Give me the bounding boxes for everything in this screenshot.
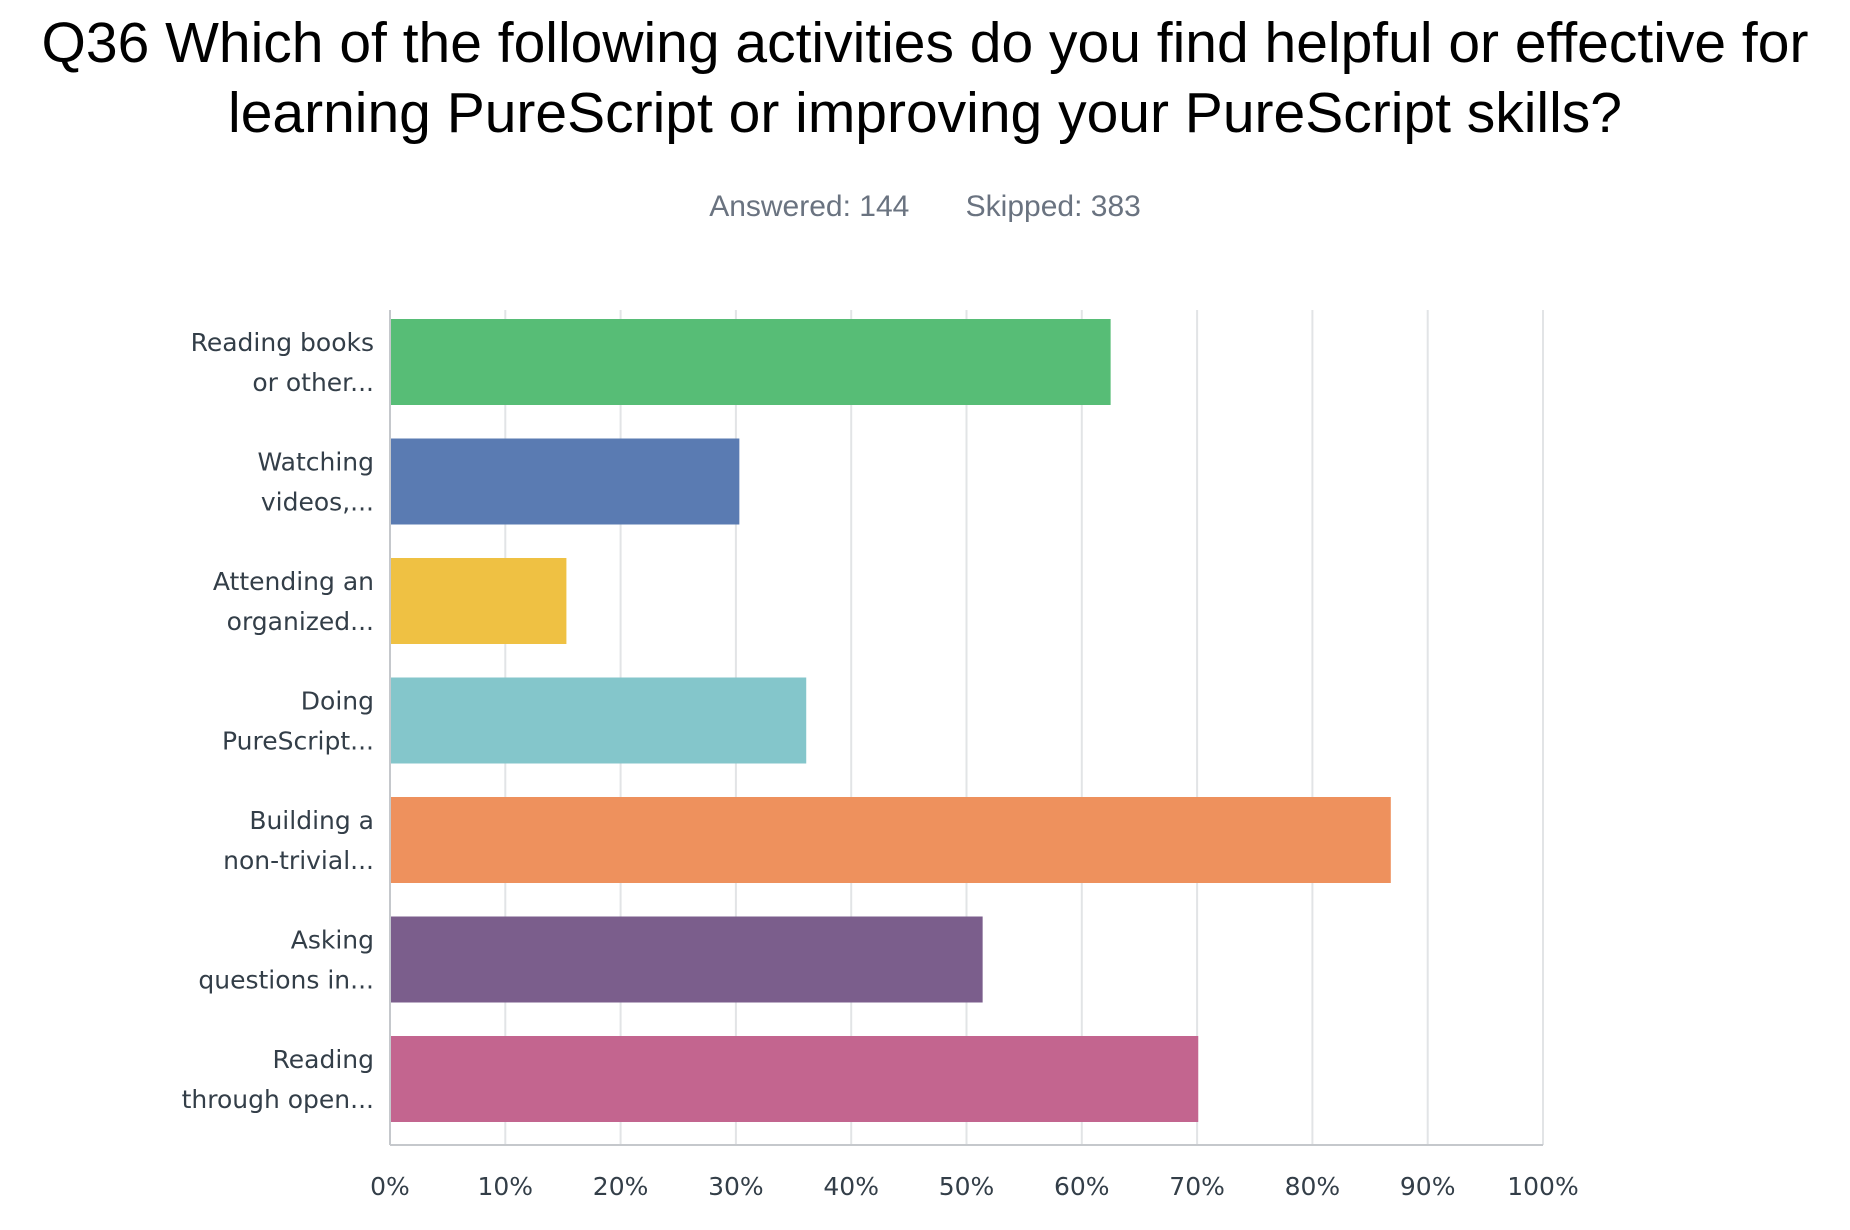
chart-title: Q36 Which of the following activities do… xyxy=(0,8,1850,148)
bar-4[interactable] xyxy=(391,677,807,764)
category-label-6: Asking questions in... xyxy=(198,926,374,995)
skipped-count: Skipped: 383 xyxy=(965,190,1141,223)
x-tick-label: 30% xyxy=(708,1172,764,1201)
x-tick-label: 50% xyxy=(939,1172,995,1201)
x-tick-label: 80% xyxy=(1285,1172,1341,1201)
category-label-2: Watching videos,... xyxy=(258,448,375,517)
category-label-7: Reading through open... xyxy=(182,1045,374,1114)
category-label-3: Attending an organized... xyxy=(213,567,374,636)
x-tick-label: 60% xyxy=(1054,1172,1110,1201)
chart-title-line-1: Q36 Which of the following activities do… xyxy=(41,11,1809,75)
category-label-5: Building a non-trivial... xyxy=(223,806,374,875)
x-tick-label: 70% xyxy=(1169,1172,1225,1201)
bar-1[interactable] xyxy=(391,319,1111,405)
response-stats: Answered: 144 Skipped: 383 xyxy=(0,190,1850,224)
answered-count: Answered: 144 xyxy=(709,190,910,223)
bar-2[interactable] xyxy=(391,438,740,525)
x-tick-label: 0% xyxy=(370,1172,410,1201)
chart-title-line-2: learning PureScript or improving your Pu… xyxy=(228,81,1622,145)
bar-5[interactable] xyxy=(391,797,1391,883)
category-label-4: Doing PureScript... xyxy=(222,687,374,756)
bar-3[interactable] xyxy=(391,558,567,644)
x-tick-label: 20% xyxy=(593,1172,649,1201)
bar-6[interactable] xyxy=(391,916,983,1003)
x-tick-label: 10% xyxy=(478,1172,534,1201)
category-label-1: Reading books or other... xyxy=(191,328,374,397)
x-tick-label: 40% xyxy=(823,1172,879,1201)
x-tick-label: 90% xyxy=(1400,1172,1456,1201)
bar-7[interactable] xyxy=(391,1036,1199,1122)
x-tick-label: 100% xyxy=(1507,1172,1578,1201)
